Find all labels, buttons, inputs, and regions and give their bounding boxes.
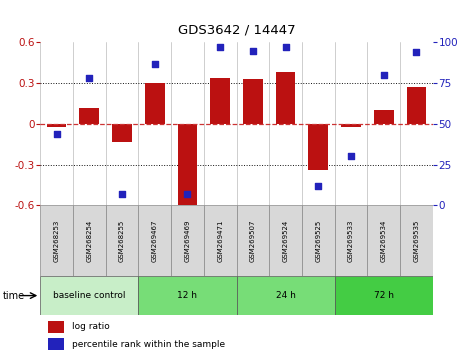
Bar: [308, 124, 328, 170]
Bar: [236, 205, 269, 276]
Point: [216, 45, 224, 50]
Bar: [105, 205, 138, 276]
Bar: [243, 79, 263, 124]
Bar: [276, 72, 295, 124]
Bar: [204, 205, 236, 276]
Bar: [40, 276, 138, 315]
Bar: [400, 205, 433, 276]
Text: GSM269534: GSM269534: [381, 219, 387, 262]
Bar: [236, 276, 334, 315]
Text: GSM269535: GSM269535: [413, 219, 420, 262]
Bar: [171, 205, 204, 276]
Text: 72 h: 72 h: [374, 291, 394, 300]
Text: percentile rank within the sample: percentile rank within the sample: [71, 340, 225, 349]
Bar: [302, 205, 334, 276]
Text: GDS3642 / 14447: GDS3642 / 14447: [178, 23, 295, 36]
Bar: [138, 205, 171, 276]
Bar: [47, 124, 66, 127]
Point: [86, 75, 93, 81]
Bar: [73, 205, 105, 276]
Text: GSM268254: GSM268254: [86, 219, 92, 262]
Bar: [112, 124, 132, 142]
Bar: [48, 321, 64, 333]
Bar: [145, 83, 165, 124]
Point: [118, 191, 126, 197]
Text: GSM269469: GSM269469: [184, 219, 191, 262]
Point: [412, 50, 420, 55]
Text: GSM269467: GSM269467: [152, 219, 158, 262]
Point: [184, 191, 191, 197]
Bar: [48, 338, 64, 350]
Text: GSM268255: GSM268255: [119, 219, 125, 262]
Bar: [374, 110, 394, 124]
Text: GSM269525: GSM269525: [315, 219, 321, 262]
Bar: [40, 205, 73, 276]
Bar: [269, 205, 302, 276]
Text: 24 h: 24 h: [276, 291, 296, 300]
Bar: [178, 124, 197, 207]
Text: baseline control: baseline control: [53, 291, 125, 300]
Point: [347, 154, 355, 159]
Bar: [138, 276, 236, 315]
Bar: [407, 87, 426, 124]
Text: GSM268253: GSM268253: [53, 219, 60, 262]
Point: [53, 131, 61, 137]
Point: [282, 45, 289, 50]
Bar: [79, 108, 99, 124]
Point: [380, 72, 387, 78]
Text: log ratio: log ratio: [71, 322, 109, 331]
Text: GSM269524: GSM269524: [282, 219, 289, 262]
Bar: [334, 276, 433, 315]
Text: time: time: [2, 291, 25, 301]
Point: [151, 61, 158, 67]
Bar: [334, 205, 368, 276]
Point: [315, 183, 322, 189]
Bar: [341, 124, 361, 127]
Point: [249, 48, 257, 53]
Bar: [210, 78, 230, 124]
Bar: [368, 205, 400, 276]
Text: GSM269533: GSM269533: [348, 219, 354, 262]
Text: 12 h: 12 h: [177, 291, 197, 300]
Text: GSM269507: GSM269507: [250, 219, 256, 262]
Text: GSM269471: GSM269471: [217, 219, 223, 262]
